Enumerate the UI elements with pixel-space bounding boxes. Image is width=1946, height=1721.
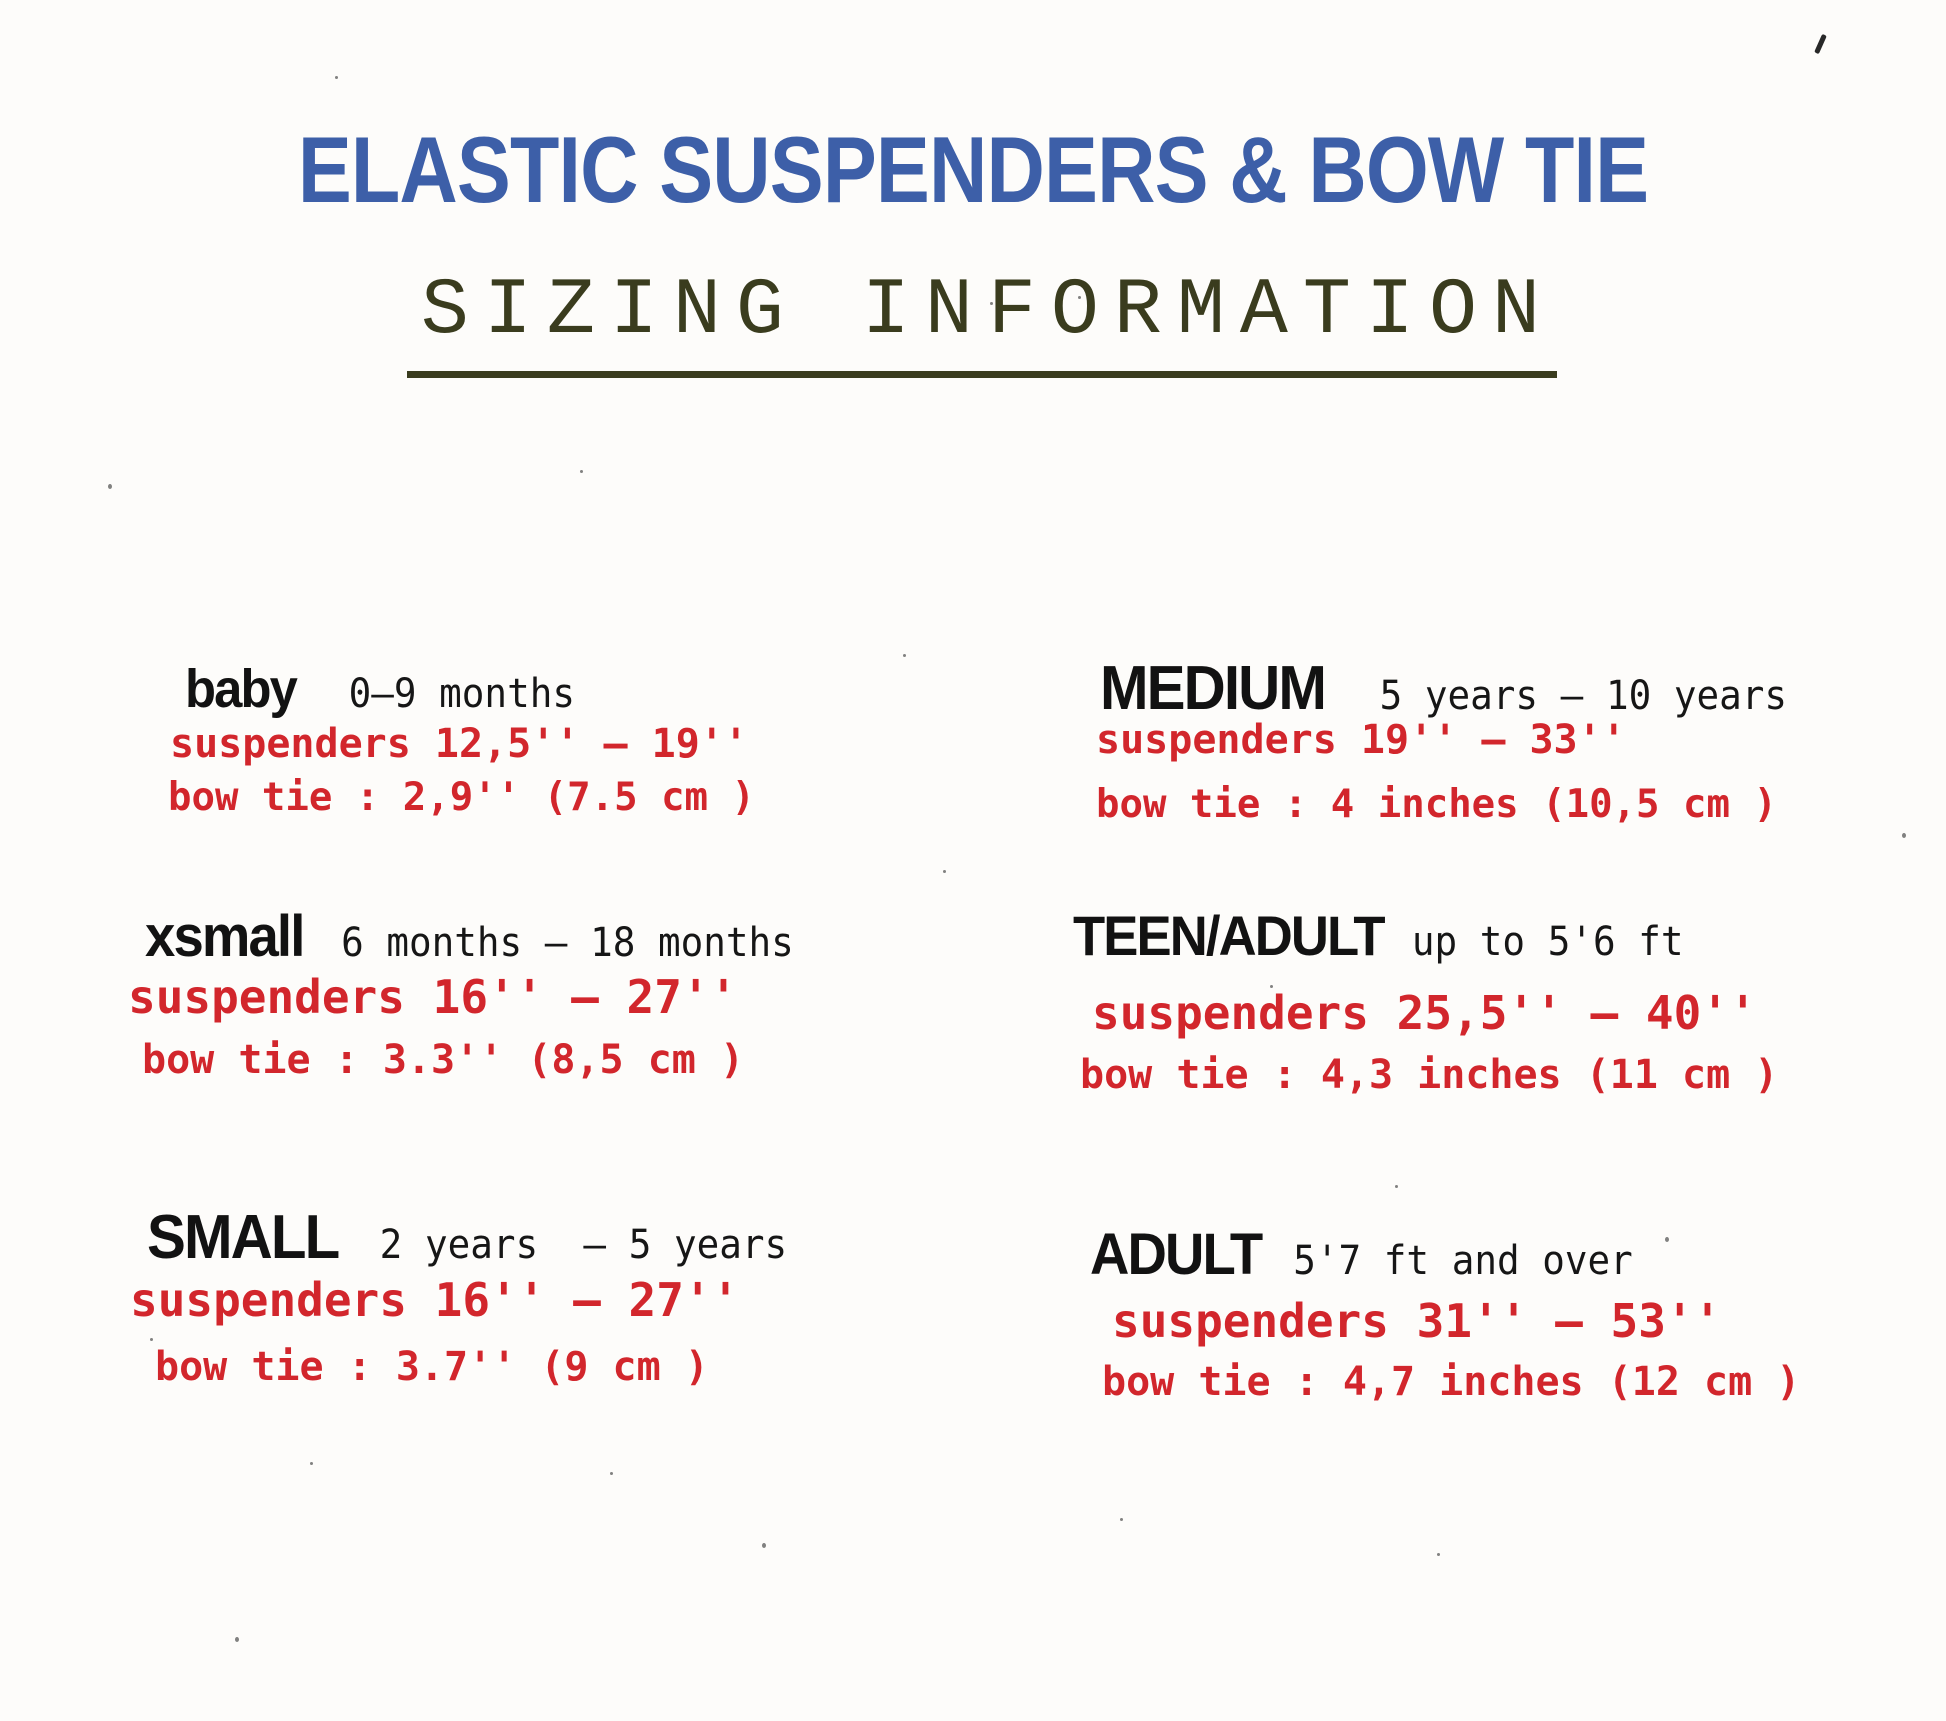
size-block-adult-header: ADULT 5'7 ft and over [1090, 1226, 1633, 1284]
dust-speck [1120, 1518, 1123, 1521]
suspenders-size-teen-adult: suspenders 25,5'' – 40'' [1092, 986, 1757, 1040]
dust-speck [1814, 33, 1827, 55]
size-block-medium-header: MEDIUM 5 years – 10 years [1100, 658, 1787, 720]
bowtie-size-small: bow tie : 3.7'' (9 cm ) [155, 1344, 709, 1390]
bowtie-size-teen-adult: bow tie : 4,3 inches (11 cm ) [1080, 1052, 1779, 1098]
dust-speck [1665, 1237, 1669, 1242]
dust-speck [1270, 985, 1273, 988]
age-range-medium: 5 years – 10 years [1379, 673, 1788, 719]
size-block-teen-adult-header: TEEN/ADULT up to 5'6 ft [1073, 908, 1684, 964]
subtitle-wrap: SIZING INFORMATION [0, 250, 1946, 394]
bowtie-size-baby: bow tie : 2,9'' (7.5 cm ) [168, 775, 755, 820]
size-name-medium: MEDIUM [1100, 654, 1327, 723]
suspenders-size-xsmall: suspenders 16'' – 27'' [128, 970, 738, 1024]
dust-speck [903, 654, 906, 657]
age-range-teen-adult: up to 5'6 ft [1411, 919, 1684, 965]
age-range-small: 2 years – 5 years [379, 1222, 788, 1268]
dust-speck [235, 1637, 239, 1642]
size-name-baby: baby [185, 659, 298, 719]
age-range-baby: 0–9 months [348, 671, 575, 717]
dust-speck [1395, 1185, 1398, 1188]
dust-speck [1437, 1553, 1440, 1556]
suspenders-size-medium: suspenders 19'' – 33'' [1096, 717, 1626, 763]
size-block-xsmall-header: xsmall 6 months – 18 months [145, 908, 794, 966]
size-block-small-header: SMALL 2 years – 5 years [147, 1207, 787, 1269]
dust-speck [1902, 833, 1906, 838]
dust-speck [1078, 296, 1081, 299]
bowtie-size-medium: bow tie : 4 inches (10,5 cm ) [1096, 782, 1777, 827]
dust-speck [150, 1338, 153, 1341]
dust-speck [335, 76, 338, 79]
dust-speck [580, 470, 583, 473]
size-name-small: SMALL [147, 1203, 340, 1272]
size-name-teen-adult: TEEN/ADULT [1073, 904, 1386, 967]
suspenders-size-adult: suspenders 31'' – 53'' [1112, 1294, 1722, 1348]
age-range-xsmall: 6 months – 18 months [341, 920, 794, 966]
age-range-adult: 5'7 ft and over [1293, 1238, 1633, 1284]
bowtie-size-xsmall: bow tie : 3.3'' (8,5 cm ) [142, 1037, 745, 1083]
bowtie-size-adult: bow tie : 4,7 inches (12 cm ) [1102, 1359, 1801, 1405]
size-name-xsmall: xsmall [145, 904, 305, 969]
dust-speck [990, 302, 993, 305]
dust-speck [762, 1543, 766, 1548]
size-block-baby-header: baby 0–9 months [185, 662, 575, 716]
size-name-adult: ADULT [1090, 1222, 1263, 1287]
dust-speck [610, 1472, 613, 1475]
suspenders-size-baby: suspenders 12,5'' – 19'' [170, 721, 748, 767]
dust-speck [943, 870, 946, 873]
page-subtitle: SIZING INFORMATION [406, 266, 1557, 378]
dust-speck [310, 1462, 313, 1465]
suspenders-size-small: suspenders 16'' – 27'' [130, 1273, 740, 1327]
dust-speck [108, 484, 112, 489]
page-title: ELASTIC SUSPENDERS & BOW TIE [297, 117, 1649, 222]
